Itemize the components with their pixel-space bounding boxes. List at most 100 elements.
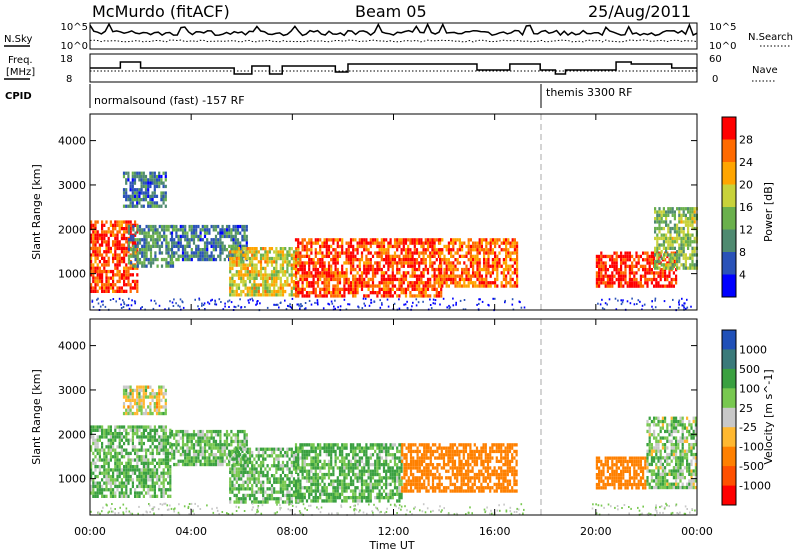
echo-cell — [310, 238, 313, 242]
echo-cell — [487, 284, 490, 288]
echo-cell — [129, 201, 132, 205]
echo-cell — [523, 306, 526, 309]
echo-cell — [277, 497, 280, 501]
echo-cell — [142, 174, 145, 179]
echo-cell — [273, 450, 276, 455]
echo-cell — [498, 261, 501, 265]
echo-cell — [197, 251, 200, 255]
echo-cell — [646, 277, 649, 282]
echo-cell — [273, 480, 276, 484]
echo-cell — [160, 474, 163, 479]
echo-cell — [107, 236, 110, 241]
echo-cell — [297, 446, 300, 450]
echo-cell — [422, 287, 425, 291]
echo-cell — [398, 238, 401, 242]
echo-cell — [141, 231, 144, 235]
echo-cell — [164, 402, 167, 406]
echo-cell — [657, 258, 660, 262]
echo-cell — [114, 289, 117, 293]
echo-cell — [101, 256, 104, 260]
echo-cell — [138, 395, 141, 399]
echo-cell — [290, 480, 293, 484]
echo-cell — [103, 481, 106, 485]
echo-cell — [262, 447, 265, 451]
echo-cell — [239, 248, 242, 252]
echo-cell — [665, 223, 668, 227]
echo-cell — [175, 224, 178, 229]
echo-cell — [217, 254, 220, 258]
echo-cell — [664, 274, 667, 278]
echo-cell — [391, 294, 394, 298]
echo-cell — [365, 261, 368, 265]
echo-cell — [418, 264, 421, 268]
echo-cell — [391, 277, 394, 282]
echo-cell — [637, 281, 640, 285]
echo-cell — [259, 276, 263, 280]
echo-cell — [219, 449, 222, 453]
echo-cell — [402, 271, 405, 275]
echo-cell — [188, 254, 191, 258]
echo-cell — [160, 398, 163, 402]
echo-cell — [240, 260, 243, 264]
echo-cell — [103, 455, 106, 459]
echo-cell — [447, 244, 450, 249]
echo-cell — [270, 247, 274, 251]
echo-cell — [153, 425, 156, 429]
echo-cell — [94, 236, 97, 241]
echo-cell — [103, 465, 106, 469]
echo-cell — [149, 451, 152, 456]
echo-cell — [275, 457, 278, 461]
echo-cell — [203, 248, 207, 252]
echo-cell — [203, 257, 207, 262]
echo-cell — [294, 258, 298, 262]
echo-cell — [662, 243, 665, 247]
echo-cell — [620, 268, 623, 272]
echo-cell — [279, 247, 282, 251]
echo-cell — [433, 244, 436, 249]
echo-cell — [136, 191, 139, 195]
echo-cell — [155, 184, 159, 189]
echo-cell — [595, 261, 598, 265]
echo-cell — [160, 234, 164, 239]
echo-cell — [465, 271, 468, 275]
echo-cell — [186, 439, 189, 444]
echo-cell — [431, 267, 434, 272]
echo-cell — [158, 484, 161, 489]
echo-cell — [134, 248, 137, 252]
echo-cell — [127, 174, 130, 179]
echo-cell — [155, 392, 159, 396]
echo-cell — [109, 220, 112, 224]
echo-cell — [367, 251, 370, 255]
echo-cell — [136, 198, 139, 202]
echo-cell — [456, 281, 459, 285]
echo-cell — [489, 244, 492, 249]
echo-cell — [682, 304, 685, 307]
echo-cell — [327, 264, 331, 268]
echo-cell — [195, 231, 198, 235]
echo-cell — [323, 277, 326, 282]
echo-cell — [310, 456, 313, 460]
echo-cell — [332, 274, 335, 278]
echo-cell — [391, 254, 394, 258]
echo-cell — [474, 248, 477, 252]
echo-cell — [92, 441, 95, 446]
echo-cell — [281, 470, 285, 474]
echo-cell — [288, 457, 291, 461]
echo-cell — [190, 251, 193, 255]
echo-cell — [114, 428, 117, 432]
echo-cell — [241, 244, 244, 248]
echo-cell — [140, 181, 143, 185]
echo-cell — [105, 253, 108, 257]
echo-cell — [294, 238, 298, 242]
echo-cell — [248, 493, 252, 498]
n-search-label: N.Search — [748, 32, 793, 43]
echo-cell — [165, 261, 168, 265]
echo-cell — [211, 298, 213, 301]
echo-cell — [469, 264, 472, 268]
echo-cell — [142, 392, 145, 396]
echo-cell — [413, 281, 416, 285]
echo-cell — [431, 241, 434, 245]
echo-cell — [149, 392, 152, 396]
echo-cell — [162, 411, 165, 416]
echo-cell — [286, 467, 289, 471]
